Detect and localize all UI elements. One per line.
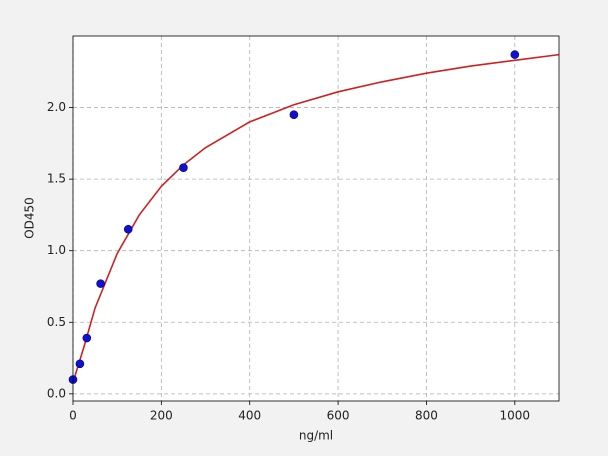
data-point: [510, 50, 520, 59]
plot-area: [73, 36, 559, 401]
x-tick-label: 400: [238, 409, 261, 423]
data-point: [123, 224, 133, 234]
y-tick-label: 2.0: [47, 100, 66, 114]
y-tick-label: 1.5: [47, 172, 66, 186]
y-axis-label: OD450: [23, 197, 37, 239]
x-axis-label: ng/ml: [299, 429, 333, 443]
x-tick-label: 0: [69, 409, 77, 423]
data-point: [75, 359, 85, 369]
y-tick-label: 0.5: [47, 315, 66, 329]
x-tick-label: 600: [327, 409, 350, 423]
data-point: [96, 279, 105, 288]
x-tick-label: 1000: [500, 409, 531, 423]
plot-frame: [72, 35, 560, 402]
fit-curve: [72, 53, 560, 383]
data-point: [82, 333, 92, 343]
y-tick-label: 0.0: [47, 386, 66, 400]
data-point: [179, 163, 188, 172]
y-tick-label: 1.0: [47, 243, 66, 257]
data-point: [289, 110, 299, 120]
x-tick-label: 200: [150, 409, 173, 423]
x-tick-label: 800: [415, 409, 438, 423]
